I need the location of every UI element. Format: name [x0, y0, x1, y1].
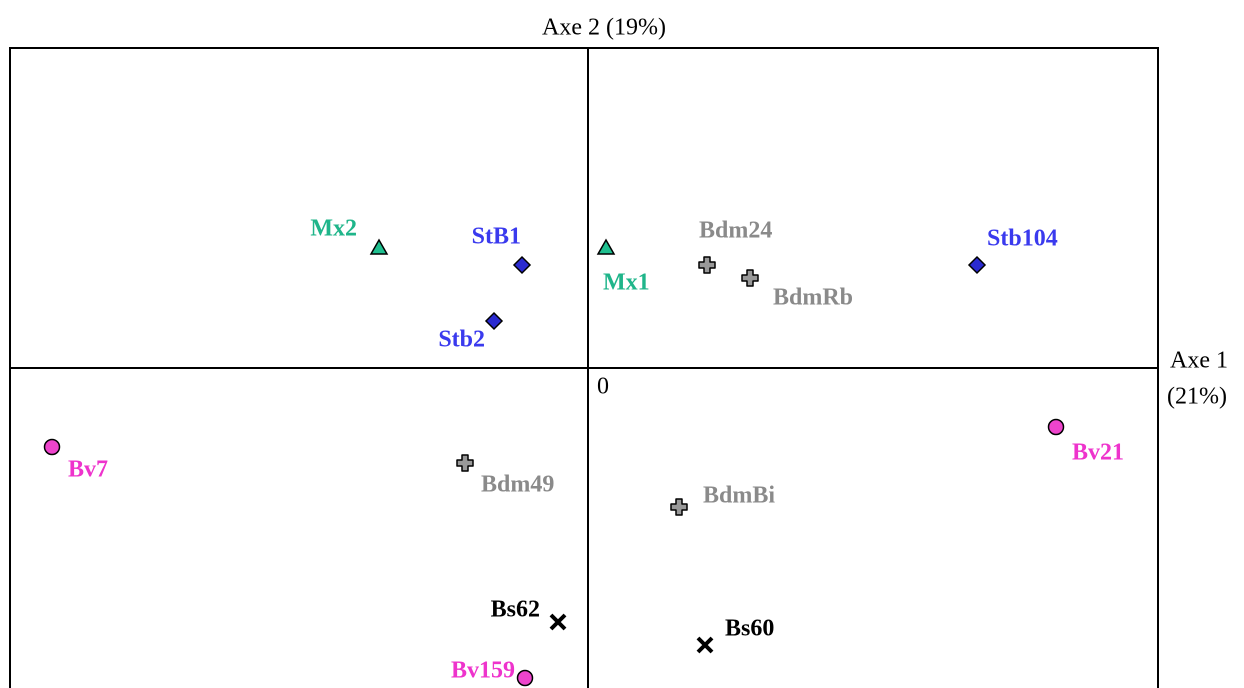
marker-diamond [484, 311, 504, 331]
point [456, 454, 474, 472]
point-label: Bs62 [491, 597, 540, 623]
marker-plus [456, 454, 474, 472]
point [670, 498, 688, 516]
point-label: Bv7 [68, 457, 108, 483]
marker-circle [1047, 418, 1065, 436]
point [698, 256, 716, 274]
point-label: Bdm24 [699, 218, 772, 244]
point-label: StB1 [472, 224, 521, 250]
marker-circle [516, 669, 534, 687]
marker-x [696, 636, 714, 654]
point [369, 238, 389, 255]
y-axis-label: Axe 2 (19%) [542, 15, 666, 41]
point [516, 669, 534, 687]
point-label: BdmRb [773, 285, 853, 311]
point [741, 269, 759, 287]
marker-diamond [967, 255, 987, 275]
marker-x [549, 613, 567, 631]
point-label: BdmBi [703, 483, 775, 509]
point [696, 636, 714, 654]
point [484, 311, 504, 331]
point-label: Bdm49 [481, 472, 554, 498]
marker-circle [43, 438, 61, 456]
point-label: Stb104 [987, 226, 1058, 252]
point [512, 255, 532, 275]
x-tick-label: 0 [597, 374, 609, 400]
point-label: Stb2 [438, 327, 485, 353]
marker-plus [670, 498, 688, 516]
point-label: Bv159 [451, 658, 515, 684]
point-label: Bs60 [725, 616, 774, 642]
point [596, 238, 616, 255]
point [43, 438, 61, 456]
point [967, 255, 987, 275]
point-label: Mx1 [603, 270, 650, 296]
x-axis-label: (21%) [1167, 384, 1227, 410]
marker-triangle [596, 238, 616, 255]
point-label: Mx2 [310, 216, 357, 242]
point [549, 613, 567, 631]
marker-triangle [369, 238, 389, 255]
marker-plus [741, 269, 759, 287]
x-axis-label: Axe 1 [1170, 348, 1228, 374]
point-label: Bv21 [1072, 440, 1124, 466]
marker-diamond [512, 255, 532, 275]
plot-frame [9, 47, 1159, 688]
marker-plus [698, 256, 716, 274]
point [1047, 418, 1065, 436]
